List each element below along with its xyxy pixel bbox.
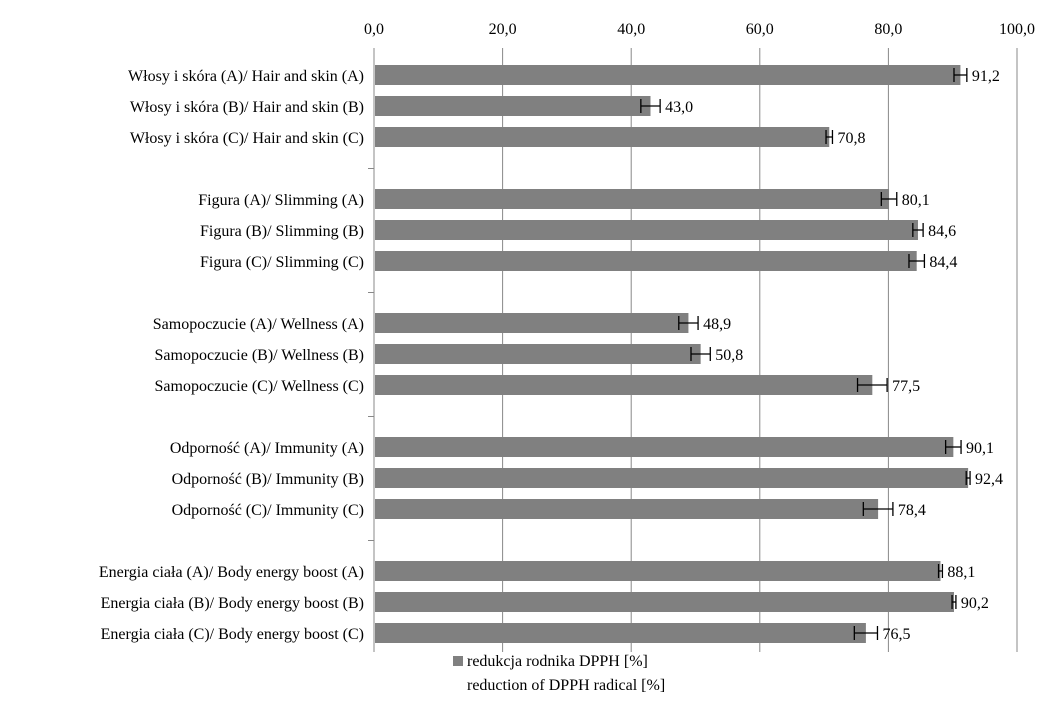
bars: 91,2 43,0 70,8 80,1 84,6 84,4 48,9 50,8 77,5 90,1… — [375, 65, 1003, 643]
legend-entry-english: reduction of DPPH radical [%] — [467, 677, 665, 694]
bar — [375, 468, 969, 488]
data-label: 80,1 — [902, 192, 930, 209]
bar — [375, 313, 689, 333]
x-tick-label: 80,0 — [874, 21, 902, 38]
bar — [375, 251, 917, 271]
category-label: Odporność (B)/ Immunity (B) — [172, 471, 364, 488]
x-tick-label: 20,0 — [489, 21, 517, 38]
data-label: 43,0 — [665, 99, 693, 116]
x-tick-label: 60,0 — [746, 21, 774, 38]
legend-entry-polish: redukcja rodnika DPPH [%] — [467, 653, 648, 670]
data-label: 90,1 — [966, 440, 994, 457]
data-label: 76,5 — [882, 626, 910, 643]
legend: redukcja rodnika DPPH [%] reduction of D… — [453, 653, 665, 694]
data-label: 91,2 — [972, 68, 1000, 85]
category-label: Włosy i skóra (C)/ Hair and skin (C) — [130, 130, 364, 147]
data-label: 78,4 — [898, 502, 926, 519]
data-label: 84,6 — [928, 223, 956, 240]
category-label: Figura (B)/ Slimming (B) — [200, 223, 364, 240]
bar — [375, 220, 918, 240]
bar — [375, 499, 879, 519]
x-axis-ticks: 0,0 20,0 40,0 60,0 80,0 100,0 — [364, 21, 1035, 38]
bar — [375, 375, 873, 395]
data-label: 50,8 — [715, 347, 743, 364]
data-label: 92,4 — [975, 471, 1003, 488]
category-label: Włosy i skóra (B)/ Hair and skin (B) — [130, 99, 364, 116]
category-label: Odporność (A)/ Immunity (A) — [170, 440, 364, 457]
x-tick-label: 40,0 — [617, 21, 645, 38]
data-label: 77,5 — [892, 378, 920, 395]
bar — [375, 437, 954, 457]
data-label: 84,4 — [929, 254, 957, 271]
bar — [375, 96, 651, 116]
bar — [375, 65, 961, 85]
data-label: 90,2 — [961, 595, 989, 612]
category-label: Figura (A)/ Slimming (A) — [198, 192, 364, 209]
data-label: 70,8 — [837, 130, 865, 147]
category-label: Energia ciała (B)/ Body energy boost (B) — [101, 595, 364, 612]
bar — [375, 189, 890, 209]
bar — [375, 592, 954, 612]
x-tick-label: 100,0 — [999, 21, 1035, 38]
category-label: Samopoczucie (A)/ Wellness (A) — [153, 316, 364, 333]
category-axis: Włosy i skóra (A)/ Hair and skin (A) Włos… — [99, 48, 375, 652]
category-label: Samopoczucie (B)/ Wellness (B) — [155, 347, 364, 364]
category-label: Włosy i skóra (A)/ Hair and skin (A) — [128, 68, 364, 85]
data-label: 88,1 — [947, 564, 975, 581]
x-tick-label: 0,0 — [364, 21, 384, 38]
bar — [375, 623, 866, 643]
category-label: Figura (C)/ Slimming (C) — [200, 254, 364, 271]
category-label: Energia ciała (C)/ Body energy boost (C) — [101, 626, 364, 643]
legend-swatch — [453, 656, 463, 666]
data-label: 48,9 — [703, 316, 731, 333]
category-label: Samopoczucie (C)/ Wellness (C) — [155, 378, 364, 395]
bar — [375, 344, 701, 364]
category-label: Energia ciała (A)/ Body energy boost (A) — [99, 564, 364, 581]
bar — [375, 561, 941, 581]
bar — [375, 127, 830, 147]
category-label: Odporność (C)/ Immunity (C) — [172, 502, 364, 519]
